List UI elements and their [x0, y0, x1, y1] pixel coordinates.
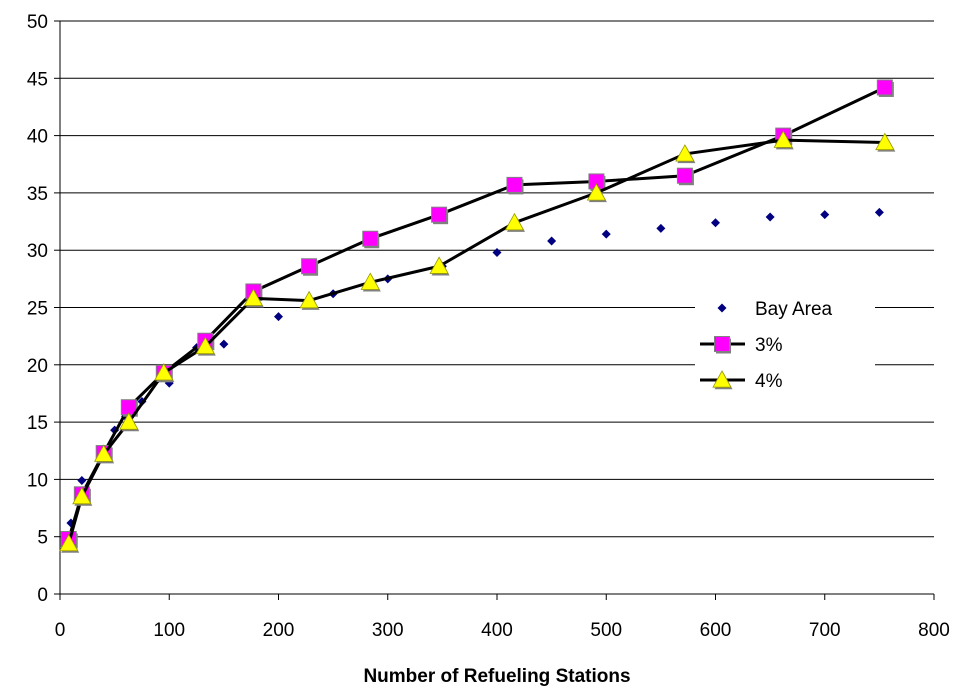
x-tick-label: 200: [263, 620, 295, 641]
data-point: [219, 339, 229, 349]
data-point: [94, 444, 114, 462]
data-point: [492, 247, 502, 257]
data-point: [506, 176, 523, 193]
legend-item-0: Bay Area: [717, 299, 833, 320]
x-axis-label: Number of Refueling Stations: [363, 666, 630, 687]
data-point: [154, 362, 174, 381]
axes: [54, 20, 935, 600]
legend-label: 3%: [755, 335, 783, 356]
legend-item-2: 4%: [700, 370, 783, 392]
y-tick-label: 30: [27, 241, 48, 262]
data-point: [601, 229, 611, 239]
data-point: [876, 79, 893, 96]
data-point: [299, 290, 319, 309]
data-point: [711, 218, 720, 228]
data-point: [675, 144, 695, 162]
data-point: [243, 288, 264, 306]
x-tick-label: 0: [55, 620, 66, 641]
data-point: [656, 223, 666, 233]
gridlines: [60, 20, 934, 538]
x-tick-label: 600: [700, 620, 732, 641]
data-point: [360, 272, 380, 290]
data-point: [874, 207, 884, 217]
legend-label: Bay Area: [755, 299, 833, 320]
plot-area: [59, 79, 896, 553]
legend-marker: [717, 303, 727, 313]
x-tick-label: 500: [590, 620, 622, 641]
legend-item-1: 3%: [700, 335, 783, 356]
data-point: [586, 183, 607, 201]
data-point: [547, 236, 557, 246]
y-tick-label: 10: [27, 470, 48, 491]
x-tick-label: 700: [809, 620, 841, 641]
x-tick-label: 400: [481, 620, 513, 641]
y-tick-label: 25: [27, 299, 48, 320]
legend-marker: [714, 336, 730, 352]
data-point: [119, 412, 139, 430]
legend: Bay Area 3% 4%: [695, 288, 875, 400]
legend-marker: [712, 370, 732, 388]
data-point: [59, 533, 79, 552]
y-tick-label: 35: [27, 184, 48, 205]
y-tick-label: 15: [27, 413, 48, 434]
data-point: [274, 312, 283, 322]
x-tick-label: 300: [372, 620, 404, 641]
x-tick-label: 800: [918, 620, 950, 641]
x-tick-label: 100: [153, 620, 185, 641]
data-point: [676, 167, 693, 184]
y-tick-label: 20: [27, 356, 48, 377]
data-point: [195, 336, 215, 355]
data-point: [504, 212, 525, 231]
data-point: [429, 256, 449, 274]
data-point: [72, 486, 92, 505]
data-point: [773, 130, 793, 148]
data-point: [77, 476, 87, 486]
data-point: [820, 210, 830, 220]
legend-label: 4%: [755, 371, 783, 392]
y-tick-label: 5: [37, 528, 48, 549]
data-point: [362, 230, 379, 247]
series-2: [59, 130, 896, 553]
y-tick-label: 0: [37, 585, 48, 606]
y-tick-label: 45: [27, 69, 48, 90]
data-point: [431, 206, 448, 223]
data-point: [765, 212, 775, 222]
data-point: [875, 132, 895, 151]
y-tick-label: 40: [27, 127, 48, 148]
data-point: [301, 258, 318, 275]
y-tick-label: 50: [27, 12, 48, 33]
